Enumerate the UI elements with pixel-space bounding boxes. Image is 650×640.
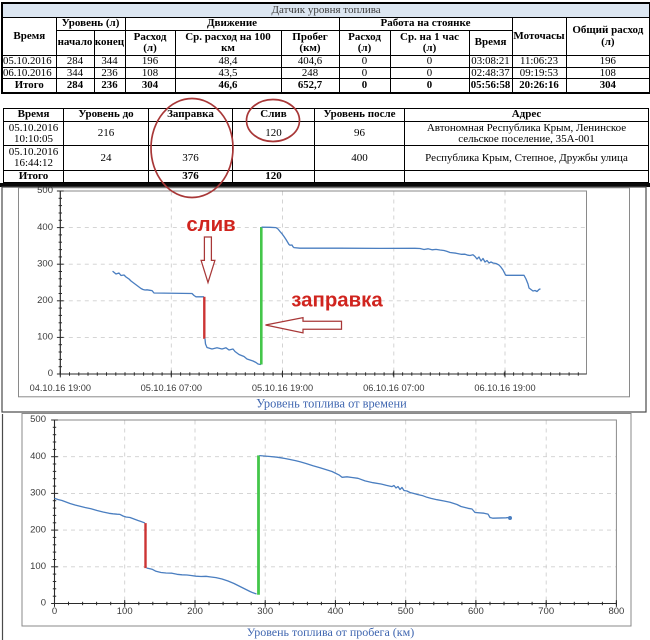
svg-text:200: 200: [187, 606, 203, 617]
svg-text:0: 0: [52, 606, 57, 617]
svg-text:500: 500: [37, 185, 53, 196]
svg-text:06.10.16 19:00: 06.10.16 19:00: [474, 383, 535, 393]
svg-text:0: 0: [48, 368, 53, 379]
svg-text:0: 0: [41, 598, 46, 609]
svg-text:400: 400: [37, 222, 53, 233]
svg-text:слив: слив: [186, 214, 235, 236]
svg-text:Уровень топлива от времени: Уровень топлива от времени: [256, 397, 407, 411]
svg-text:400: 400: [30, 451, 46, 462]
svg-text:06.10.16 07:00: 06.10.16 07:00: [363, 383, 424, 393]
svg-text:400: 400: [327, 606, 343, 617]
svg-text:100: 100: [30, 561, 46, 572]
svg-text:300: 300: [30, 488, 46, 499]
svg-text:100: 100: [37, 332, 53, 343]
svg-text:100: 100: [117, 606, 133, 617]
svg-text:04.10.16 19:00: 04.10.16 19:00: [30, 383, 91, 393]
svg-text:600: 600: [468, 606, 484, 617]
svg-text:200: 200: [30, 524, 46, 535]
svg-text:05.10.16 19:00: 05.10.16 19:00: [252, 383, 313, 393]
svg-text:300: 300: [257, 606, 273, 617]
svg-text:заправка: заправка: [291, 290, 383, 312]
svg-text:300: 300: [37, 258, 53, 269]
svg-text:500: 500: [30, 414, 46, 425]
svg-text:700: 700: [538, 606, 554, 617]
svg-text:500: 500: [398, 606, 414, 617]
svg-text:05.10.16 07:00: 05.10.16 07:00: [141, 383, 202, 393]
svg-text:800: 800: [608, 606, 624, 617]
svg-text:200: 200: [37, 295, 53, 306]
svg-text:Уровень топлива от пробега (км: Уровень топлива от пробега (км): [247, 625, 414, 639]
